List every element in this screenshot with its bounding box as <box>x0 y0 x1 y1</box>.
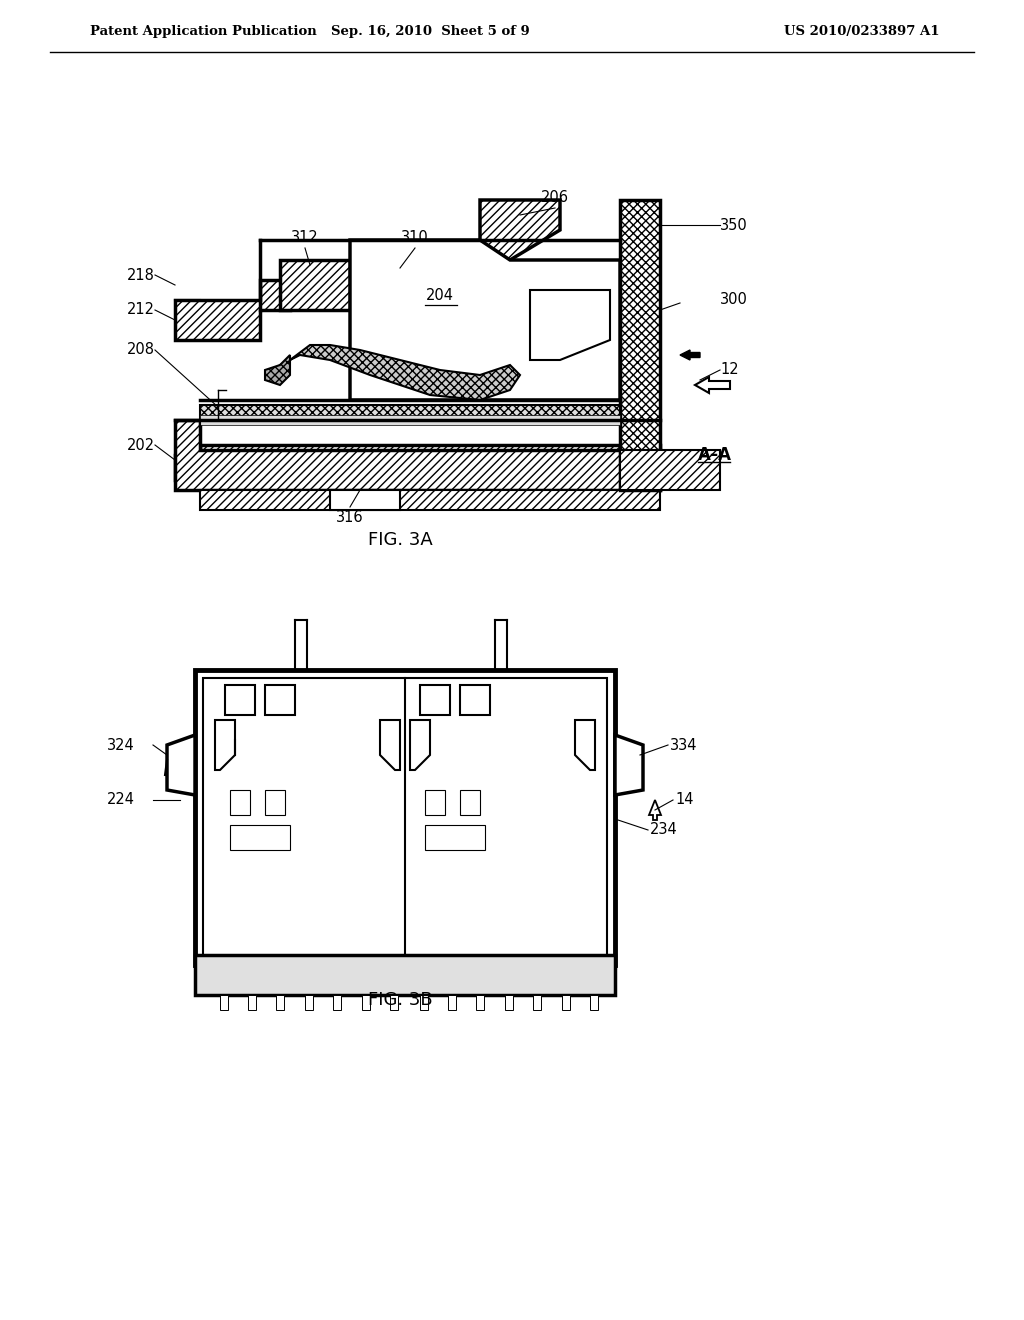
Polygon shape <box>276 995 284 1010</box>
Polygon shape <box>460 789 480 814</box>
Polygon shape <box>175 420 660 490</box>
Polygon shape <box>280 260 350 310</box>
Text: 206: 206 <box>541 190 569 205</box>
Polygon shape <box>410 719 430 770</box>
FancyArrow shape <box>680 350 700 360</box>
Polygon shape <box>425 825 485 850</box>
Polygon shape <box>460 685 490 715</box>
Text: 208: 208 <box>127 342 155 358</box>
Text: 12: 12 <box>720 363 738 378</box>
Polygon shape <box>305 995 313 1010</box>
Text: 316: 316 <box>336 510 364 525</box>
Polygon shape <box>350 240 620 400</box>
Text: Patent Application Publication: Patent Application Publication <box>90 25 316 38</box>
Polygon shape <box>265 789 285 814</box>
Text: Sep. 16, 2010  Sheet 5 of 9: Sep. 16, 2010 Sheet 5 of 9 <box>331 25 529 38</box>
Polygon shape <box>225 685 255 715</box>
Polygon shape <box>270 345 520 400</box>
Text: 324: 324 <box>108 738 135 752</box>
Polygon shape <box>175 445 660 480</box>
Polygon shape <box>362 995 370 1010</box>
Text: 14: 14 <box>675 792 693 808</box>
Polygon shape <box>333 995 341 1010</box>
Text: 234: 234 <box>650 822 678 837</box>
Polygon shape <box>200 490 660 510</box>
Polygon shape <box>220 995 228 1010</box>
Polygon shape <box>534 995 541 1010</box>
Polygon shape <box>476 995 484 1010</box>
Polygon shape <box>330 490 400 510</box>
Polygon shape <box>248 995 256 1010</box>
Text: A–A: A–A <box>698 446 732 465</box>
Polygon shape <box>590 995 598 1010</box>
Text: 202: 202 <box>127 437 155 453</box>
Circle shape <box>428 818 452 842</box>
Polygon shape <box>620 450 720 490</box>
Polygon shape <box>380 719 400 770</box>
Circle shape <box>233 818 257 842</box>
Text: 300: 300 <box>720 293 748 308</box>
Text: 334: 334 <box>670 738 697 752</box>
Polygon shape <box>265 685 295 715</box>
Polygon shape <box>230 789 250 814</box>
Text: FIG. 3A: FIG. 3A <box>368 531 432 549</box>
Text: 350: 350 <box>720 218 748 232</box>
Polygon shape <box>215 719 234 770</box>
Polygon shape <box>505 995 513 1010</box>
Text: 212: 212 <box>127 302 155 318</box>
Polygon shape <box>480 201 560 260</box>
Polygon shape <box>195 671 615 965</box>
Polygon shape <box>200 405 620 420</box>
Text: FIG. 3B: FIG. 3B <box>368 991 432 1008</box>
Text: 204: 204 <box>426 288 454 302</box>
Polygon shape <box>575 719 595 770</box>
Polygon shape <box>230 825 290 850</box>
Polygon shape <box>615 735 643 795</box>
FancyArrow shape <box>695 378 730 393</box>
Polygon shape <box>420 995 428 1010</box>
Text: 218: 218 <box>127 268 155 282</box>
Polygon shape <box>449 995 456 1010</box>
Polygon shape <box>390 995 398 1010</box>
Text: 312: 312 <box>291 230 318 246</box>
Polygon shape <box>167 735 195 795</box>
Text: 224: 224 <box>106 792 135 808</box>
Polygon shape <box>530 290 610 360</box>
Polygon shape <box>265 355 290 385</box>
Text: US 2010/0233897 A1: US 2010/0233897 A1 <box>784 25 940 38</box>
FancyArrow shape <box>649 800 662 820</box>
Polygon shape <box>203 678 607 957</box>
Polygon shape <box>562 995 570 1010</box>
Polygon shape <box>195 954 615 995</box>
Polygon shape <box>420 685 450 715</box>
Text: 310: 310 <box>401 230 429 246</box>
Polygon shape <box>425 789 445 814</box>
Polygon shape <box>175 280 290 341</box>
Polygon shape <box>620 201 660 490</box>
Polygon shape <box>200 414 620 425</box>
